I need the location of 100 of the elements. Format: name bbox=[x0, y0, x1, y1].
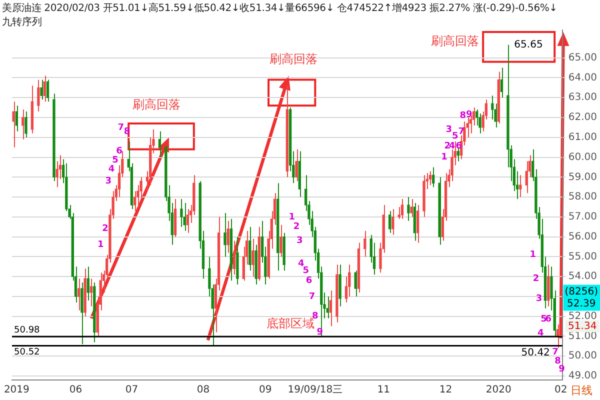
annotation: 7 bbox=[118, 122, 124, 133]
annotation: 9 bbox=[558, 364, 565, 374]
annotation: 50.42 bbox=[521, 348, 550, 359]
annotation: 1 bbox=[97, 240, 104, 250]
candlestick bbox=[478, 113, 482, 134]
candlestick bbox=[232, 240, 236, 276]
annotation: 3 bbox=[296, 236, 303, 246]
x-tick-label: 19/09/18三 bbox=[288, 384, 343, 396]
candlestick bbox=[416, 204, 420, 244]
candlestick bbox=[476, 109, 478, 126]
candlestick bbox=[364, 230, 366, 258]
candlestick bbox=[133, 190, 136, 212]
annotation: 刷高回落 bbox=[431, 34, 480, 48]
x-tick-label: 12 bbox=[439, 384, 452, 396]
candlestick bbox=[180, 198, 183, 228]
annotation: 5 bbox=[452, 132, 458, 142]
candlestick bbox=[392, 208, 394, 236]
annotation: 2 bbox=[532, 274, 540, 284]
y-tick-label: 63.00 bbox=[568, 92, 598, 104]
candlestick bbox=[22, 109, 24, 140]
candlestick bbox=[90, 278, 93, 307]
annotation: 4 bbox=[537, 328, 544, 339]
annotation: 1 bbox=[530, 250, 536, 260]
y-tick-label: 52.00 bbox=[568, 310, 598, 322]
ref-line-label: 50.52 bbox=[14, 348, 40, 358]
candlestick bbox=[388, 210, 392, 234]
candlestick bbox=[432, 166, 435, 188]
annotation: 2 bbox=[293, 222, 300, 232]
candlestick bbox=[354, 270, 357, 297]
y-tick-label: 55.00 bbox=[568, 251, 598, 262]
candlestick bbox=[525, 160, 528, 194]
ref-line-label: 50.98 bbox=[14, 325, 40, 336]
candlestick bbox=[224, 212, 226, 258]
x-tick-label: 11 bbox=[377, 384, 390, 396]
candlestick bbox=[40, 79, 43, 100]
y-tick-label: 49.00 bbox=[568, 370, 598, 382]
y-tick-label: 50.00 bbox=[568, 350, 598, 362]
annotation: 3 bbox=[105, 176, 112, 186]
annotation: 4 bbox=[108, 164, 115, 175]
annotation: 5 bbox=[540, 314, 547, 325]
annotation: 5 bbox=[112, 156, 118, 166]
candlestick bbox=[407, 196, 410, 222]
annotation: 刷高回落 bbox=[269, 52, 318, 66]
candlestick bbox=[86, 266, 90, 301]
y-tick-label: 51.00 bbox=[568, 330, 598, 342]
candlestick bbox=[329, 290, 332, 327]
annotation: 65.65 bbox=[514, 40, 543, 51]
y-tick-label: 56.00 bbox=[568, 231, 598, 242]
candlestick bbox=[158, 130, 162, 158]
candlestick bbox=[43, 75, 46, 102]
y-tick-label: 58.00 bbox=[568, 192, 598, 203]
candlestick bbox=[186, 208, 190, 234]
x-tick-label: 02 bbox=[554, 384, 568, 396]
candlestick bbox=[326, 296, 329, 319]
annotation: 6 bbox=[306, 276, 312, 286]
candlestick bbox=[46, 79, 50, 102]
candlestick bbox=[252, 238, 254, 278]
candlestick bbox=[78, 278, 80, 311]
annotation: 2 bbox=[102, 224, 108, 234]
candlestick bbox=[15, 105, 18, 132]
candlestick bbox=[24, 111, 28, 138]
chart-title: 美原油连 2020/02/03 开51.01↓高51.59↓低50.42↓收51.34↓量66596↓ 仓474522↑增4923 振2.27% 涨(-0.29)-0.56%↓ bbox=[2, 2, 558, 15]
candlestick bbox=[183, 202, 186, 232]
candlestick bbox=[556, 324, 560, 348]
text: 日线 bbox=[570, 384, 592, 397]
text: (8256) bbox=[564, 286, 598, 298]
x-tick-label: 07 bbox=[125, 384, 138, 396]
annotation: 刷高回落 bbox=[132, 98, 181, 112]
annotation: 8 bbox=[312, 312, 318, 322]
x-tick-label: 09 bbox=[259, 384, 272, 396]
annotation: 7 bbox=[308, 292, 316, 302]
annotation: 4 bbox=[448, 142, 456, 152]
x-tick-label: 06 bbox=[69, 384, 82, 396]
candlestick bbox=[491, 95, 494, 120]
x-tick-label: 2020 bbox=[486, 384, 512, 396]
y-tick-label: 54.00 bbox=[568, 271, 598, 282]
annotation: 6 bbox=[116, 146, 122, 157]
annotation: 1 bbox=[288, 212, 295, 222]
x-tick-label: 08 bbox=[196, 384, 210, 396]
y-tick-label: 57.00 bbox=[568, 212, 598, 223]
annotation: 7 bbox=[552, 348, 558, 358]
candlestick bbox=[226, 220, 230, 254]
annotation: 3 bbox=[536, 294, 542, 304]
annotation: 9 bbox=[466, 110, 472, 120]
annotation: 5 bbox=[302, 266, 309, 276]
candlestick bbox=[428, 170, 432, 186]
chart-subtitle: 九转序列 bbox=[2, 16, 42, 29]
y-tick-label: 62.00 bbox=[568, 112, 598, 124]
annotation: 2 bbox=[444, 142, 450, 152]
y-tick-label: 61.00 bbox=[568, 132, 598, 143]
y-tick-label: 60.00 bbox=[568, 152, 598, 163]
candlestick bbox=[500, 67, 504, 98]
candlestick bbox=[519, 174, 522, 198]
candlestick bbox=[280, 224, 282, 258]
candlestick bbox=[400, 198, 404, 220]
candlestick bbox=[410, 198, 413, 218]
annotation: 4 bbox=[298, 259, 304, 270]
annotation: 3 bbox=[446, 124, 452, 135]
annotation: 6 bbox=[545, 314, 552, 325]
y-tick-label: 65.00 bbox=[568, 52, 598, 64]
